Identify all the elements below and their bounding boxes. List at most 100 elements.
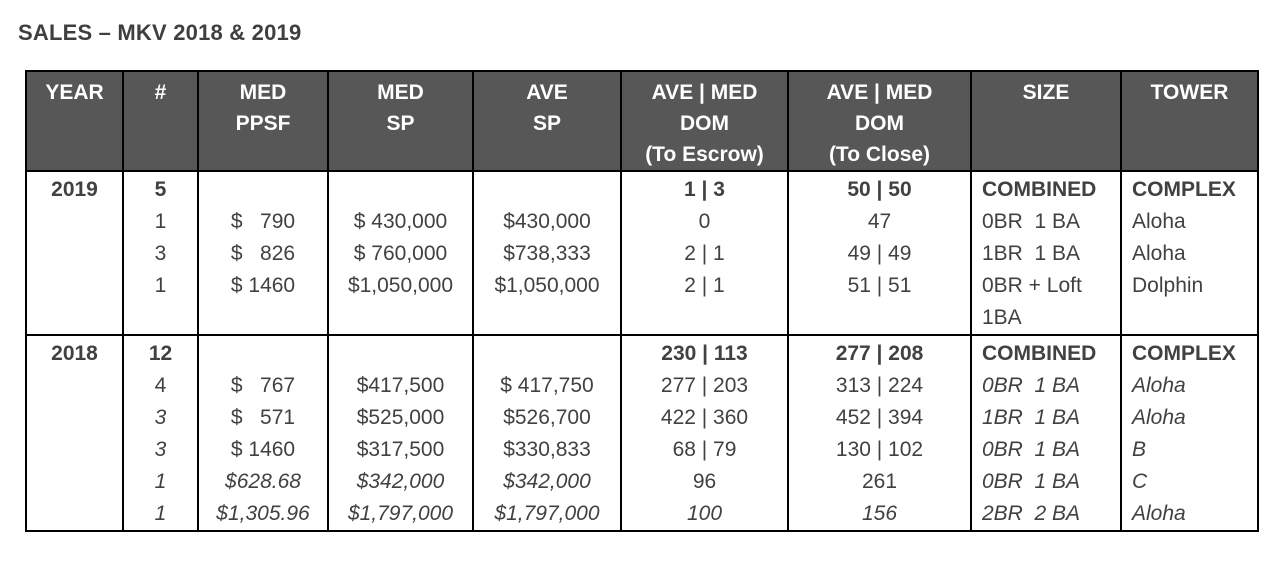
- header-row: YEAR # MED PPSF MED SP AVE SP AVE | MED …: [25, 70, 1259, 172]
- cell-count: 1: [122, 466, 199, 498]
- cell-ave-sp: $526,700: [472, 402, 622, 434]
- page-title: SALES – MKV 2018 & 2019: [18, 20, 302, 45]
- cell-size: 0BR 1 BA: [970, 370, 1122, 402]
- cell-ave-sp: $330,833: [472, 434, 622, 466]
- cell-ave-sp: $ 417,750: [472, 370, 622, 402]
- cell-year: [25, 238, 124, 270]
- table-row: 1 $628.68 $342,000 $342,000 96 261 0BR 1…: [25, 466, 1259, 498]
- cell-count: 12: [122, 334, 199, 370]
- cell-size: 0BR 1 BA: [970, 434, 1122, 466]
- cell-tower: B: [1120, 434, 1259, 466]
- cell-tower: Aloha: [1120, 370, 1259, 402]
- cell-tower: Dolphin: [1120, 270, 1259, 336]
- cell-med-ppsf: $1,305.96: [197, 498, 329, 532]
- cell-ave-sp: $738,333: [472, 238, 622, 270]
- table-row: 1 $ 790 $ 430,000 $430,000 0 47 0BR 1 BA…: [25, 206, 1259, 238]
- cell-ave-sp: [472, 170, 622, 206]
- col-header-year: YEAR: [25, 70, 124, 172]
- cell-ave-sp: $342,000: [472, 466, 622, 498]
- cell-ave-sp: $1,050,000: [472, 270, 622, 336]
- cell-med-ppsf: $ 826: [197, 238, 329, 270]
- cell-year: [25, 466, 124, 498]
- cell-year: [25, 206, 124, 238]
- cell-med-ppsf: $ 1460: [197, 270, 329, 336]
- cell-size: COMBINED: [970, 334, 1122, 370]
- cell-dom-close: 49 | 49: [787, 238, 972, 270]
- cell-year: [25, 498, 124, 532]
- cell-med-ppsf: $628.68: [197, 466, 329, 498]
- cell-dom-close: 156: [787, 498, 972, 532]
- cell-dom-escrow: 0: [620, 206, 789, 238]
- col-header-med-sp: MED SP: [327, 70, 474, 172]
- cell-year: [25, 270, 124, 336]
- cell-dom-escrow: 230 | 113: [620, 334, 789, 370]
- col-header-ave-sp: AVE SP: [472, 70, 622, 172]
- cell-dom-escrow: 100: [620, 498, 789, 532]
- cell-med-sp: $317,500: [327, 434, 474, 466]
- cell-dom-escrow: 422 | 360: [620, 402, 789, 434]
- col-header-dom-close: AVE | MED DOM (To Close): [787, 70, 972, 172]
- cell-med-ppsf: $ 571: [197, 402, 329, 434]
- col-header-dom-escrow: AVE | MED DOM (To Escrow): [620, 70, 789, 172]
- cell-size: 2BR 2 BA: [970, 498, 1122, 532]
- cell-count: 3: [122, 434, 199, 466]
- cell-tower: COMPLEX: [1120, 170, 1259, 206]
- cell-year: 2018: [25, 334, 124, 370]
- cell-dom-close: 261: [787, 466, 972, 498]
- cell-med-sp: $ 760,000: [327, 238, 474, 270]
- cell-med-ppsf: $ 767: [197, 370, 329, 402]
- sales-table: YEAR # MED PPSF MED SP AVE SP AVE | MED …: [25, 70, 1259, 532]
- col-header-count: #: [122, 70, 199, 172]
- cell-med-sp: $342,000: [327, 466, 474, 498]
- cell-dom-close: 313 | 224: [787, 370, 972, 402]
- cell-med-sp: $1,050,000: [327, 270, 474, 336]
- cell-dom-close: 277 | 208: [787, 334, 972, 370]
- cell-count: 3: [122, 402, 199, 434]
- cell-med-sp: [327, 170, 474, 206]
- cell-dom-close: 50 | 50: [787, 170, 972, 206]
- cell-ave-sp: $1,797,000: [472, 498, 622, 532]
- table-row-2018-summary: 2018 12 230 | 113 277 | 208 COMBINED COM…: [25, 334, 1259, 370]
- cell-dom-close: 130 | 102: [787, 434, 972, 466]
- cell-count: 5: [122, 170, 199, 206]
- cell-size: COMBINED: [970, 170, 1122, 206]
- cell-count: 1: [122, 206, 199, 238]
- cell-dom-close: 51 | 51: [787, 270, 972, 336]
- cell-dom-close: 452 | 394: [787, 402, 972, 434]
- cell-size: 1BR 1 BA: [970, 402, 1122, 434]
- cell-med-ppsf: $ 1460: [197, 434, 329, 466]
- cell-tower: Aloha: [1120, 238, 1259, 270]
- cell-year: [25, 370, 124, 402]
- col-header-tower: TOWER: [1120, 70, 1259, 172]
- cell-size: 0BR 1 BA: [970, 206, 1122, 238]
- col-header-med-ppsf: MED PPSF: [197, 70, 329, 172]
- table-row: 1 $1,305.96 $1,797,000 $1,797,000 100 15…: [25, 498, 1259, 532]
- cell-dom-escrow: 1 | 3: [620, 170, 789, 206]
- cell-dom-close: 47: [787, 206, 972, 238]
- table-row: 3 $ 571 $525,000 $526,700 422 | 360 452 …: [25, 402, 1259, 434]
- table-row: 1 $ 1460 $1,050,000 $1,050,000 2 | 1 51 …: [25, 270, 1259, 336]
- cell-tower: Aloha: [1120, 206, 1259, 238]
- cell-dom-escrow: 2 | 1: [620, 238, 789, 270]
- cell-year: [25, 434, 124, 466]
- cell-dom-escrow: 96: [620, 466, 789, 498]
- col-header-size: SIZE: [970, 70, 1122, 172]
- cell-med-sp: $1,797,000: [327, 498, 474, 532]
- cell-year: 2019: [25, 170, 124, 206]
- cell-med-ppsf: $ 790: [197, 206, 329, 238]
- cell-count: 3: [122, 238, 199, 270]
- cell-dom-escrow: 277 | 203: [620, 370, 789, 402]
- cell-count: 1: [122, 498, 199, 532]
- cell-tower: Aloha: [1120, 498, 1259, 532]
- table-row-2019-summary: 2019 5 1 | 3 50 | 50 COMBINED COMPLEX: [25, 170, 1259, 206]
- cell-med-ppsf: [197, 334, 329, 370]
- cell-count: 4: [122, 370, 199, 402]
- cell-count: 1: [122, 270, 199, 336]
- table-row: 3 $ 826 $ 760,000 $738,333 2 | 1 49 | 49…: [25, 238, 1259, 270]
- cell-med-sp: [327, 334, 474, 370]
- cell-med-ppsf: [197, 170, 329, 206]
- cell-size: 1BR 1 BA: [970, 238, 1122, 270]
- cell-ave-sp: [472, 334, 622, 370]
- cell-tower: COMPLEX: [1120, 334, 1259, 370]
